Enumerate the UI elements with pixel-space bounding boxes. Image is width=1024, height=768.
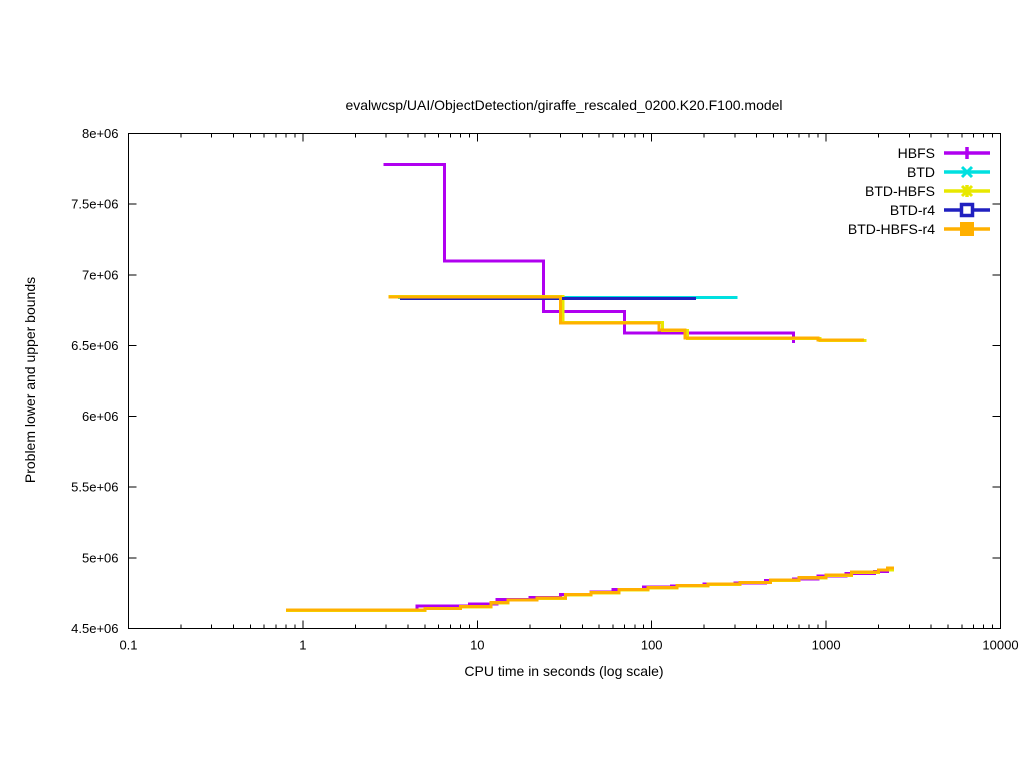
legend-sample-line-btd-hbfs-r4 (944, 221, 990, 236)
chart-title: evalwcsp/UAI/ObjectDetection/giraffe_res… (345, 97, 783, 113)
y-tick-label: 6.5e+06 (71, 338, 118, 353)
legend-sample-line-btd-hbfs (944, 184, 990, 197)
x-tick-label: 1 (299, 638, 306, 653)
legend-row-hbfs: HBFS (848, 143, 991, 162)
x-tick-label: 10 (470, 638, 484, 653)
y-tick-label: 7.5e+06 (71, 197, 118, 212)
legend: HBFS BTD BTD-HBFS BTD-r4 BTD-HBFS-r4 (848, 143, 991, 238)
legend-label-btd-hbfs: BTD-HBFS (865, 182, 935, 199)
legend-row-btd-hbfs-r4: BTD-HBFS-r4 (848, 219, 991, 238)
x-axis-label: CPU time in seconds (log scale) (464, 663, 664, 679)
y-tick-label: 4.5e+06 (71, 621, 118, 636)
legend-label-btd-r4: BTD-r4 (889, 201, 935, 218)
y-tick-label: 8e+06 (82, 126, 119, 141)
legend-sample-line-btd (944, 165, 990, 178)
series-upper-BTD-HBFS-r4 (388, 295, 865, 342)
legend-row-btd-hbfs: BTD-HBFS (848, 181, 991, 200)
x-tick-label: 100 (641, 638, 663, 653)
y-tick-label: 5e+06 (82, 550, 119, 565)
legend-label-btd-hbfs-r4: BTD-HBFS-r4 (847, 220, 935, 237)
legend-row-btd: BTD (848, 162, 991, 181)
series-lower-BTD-HBFS-r4 (285, 566, 894, 612)
y-tick-label: 7e+06 (82, 267, 119, 282)
x-tick-label: 1000 (812, 638, 841, 653)
x-tick-label: 10000 (982, 638, 1018, 653)
legend-sample-line-btd-r4 (944, 202, 990, 217)
legend-sample-line-hbfs (944, 146, 990, 159)
legend-label-btd: BTD (907, 163, 935, 180)
y-tick-label: 6e+06 (82, 409, 119, 424)
y-tick-label: 5.5e+06 (71, 480, 118, 495)
series-upper-HBFS (383, 163, 795, 343)
plot-border (128, 133, 1001, 629)
legend-label-hbfs: HBFS (897, 144, 935, 161)
legend-row-btd-r4: BTD-r4 (848, 200, 991, 219)
x-tick-label: 0.1 (119, 638, 137, 653)
